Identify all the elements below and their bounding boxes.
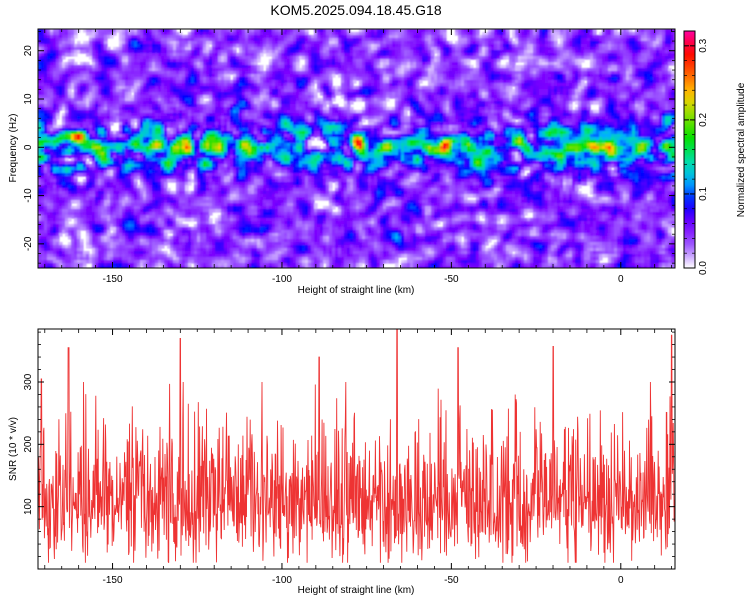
spectrogram-y-tick-label: 20 <box>23 45 34 57</box>
colorbar-label: Normalized spectral amplitude <box>736 82 747 217</box>
spectrogram-frame <box>37 28 676 269</box>
colorbar-ticks: 0.0 0.1 0.2 0.3 <box>684 38 709 275</box>
colorbar-tick-label: 0.0 <box>698 261 709 275</box>
snr-x-tick-label: 0 <box>618 575 624 586</box>
snr-line-path <box>38 329 675 563</box>
spectrogram-y-tick-label: -10 <box>23 188 34 203</box>
spectrogram-y-tick-label: -20 <box>23 236 34 251</box>
spectrogram-x-tick-label: -50 <box>444 274 459 285</box>
spectrogram-y-tick-label: 0 <box>23 144 34 150</box>
spectrogram-y-tick-label: 10 <box>23 93 34 105</box>
spectrogram-x-tick-label: -150 <box>103 274 123 285</box>
snr-y-tick-label: 100 <box>23 498 34 515</box>
snr-x-tick-label: -50 <box>444 575 459 586</box>
snr-panel: -150 -100 -50 0 100 200 300 Height of straight… <box>8 328 676 596</box>
colorbar-tick-label: 0.3 <box>698 38 709 52</box>
snr-y-tick-label: 300 <box>23 373 34 390</box>
snr-series-line <box>38 329 675 563</box>
chart-title: KOM5.2025.094.18.45.G18 <box>270 2 441 18</box>
snr-x-tick-label: -100 <box>272 575 292 586</box>
colorbar-gradient <box>684 31 695 268</box>
spectrogram-y-axis-label: Frequency (Hz) <box>8 114 19 183</box>
spectrogram-x-tick-label: -100 <box>272 274 292 285</box>
snr-y-axis-label: SNR (10 * v/v) <box>8 417 19 481</box>
snr-ticks: -150 -100 -50 0 100 200 300 <box>23 329 675 586</box>
spectrogram-heatmap <box>38 29 675 268</box>
colorbar-tick-label: 0.2 <box>698 112 709 126</box>
snr-frame <box>37 328 676 570</box>
spectrogram-x-tick-label: 0 <box>618 274 624 285</box>
snr-y-tick-label: 200 <box>23 436 34 453</box>
colorbar-tick-label: 0.1 <box>698 187 709 201</box>
snr-x-axis-label: Height of straight line (km) <box>298 585 415 596</box>
snr-x-tick-label: -150 <box>103 575 123 586</box>
colorbar: 0.0 0.1 0.2 0.3 Normalized spectral amplitu… <box>683 30 747 275</box>
spectrogram-x-axis-label: Height of straight line (km) <box>298 285 415 296</box>
